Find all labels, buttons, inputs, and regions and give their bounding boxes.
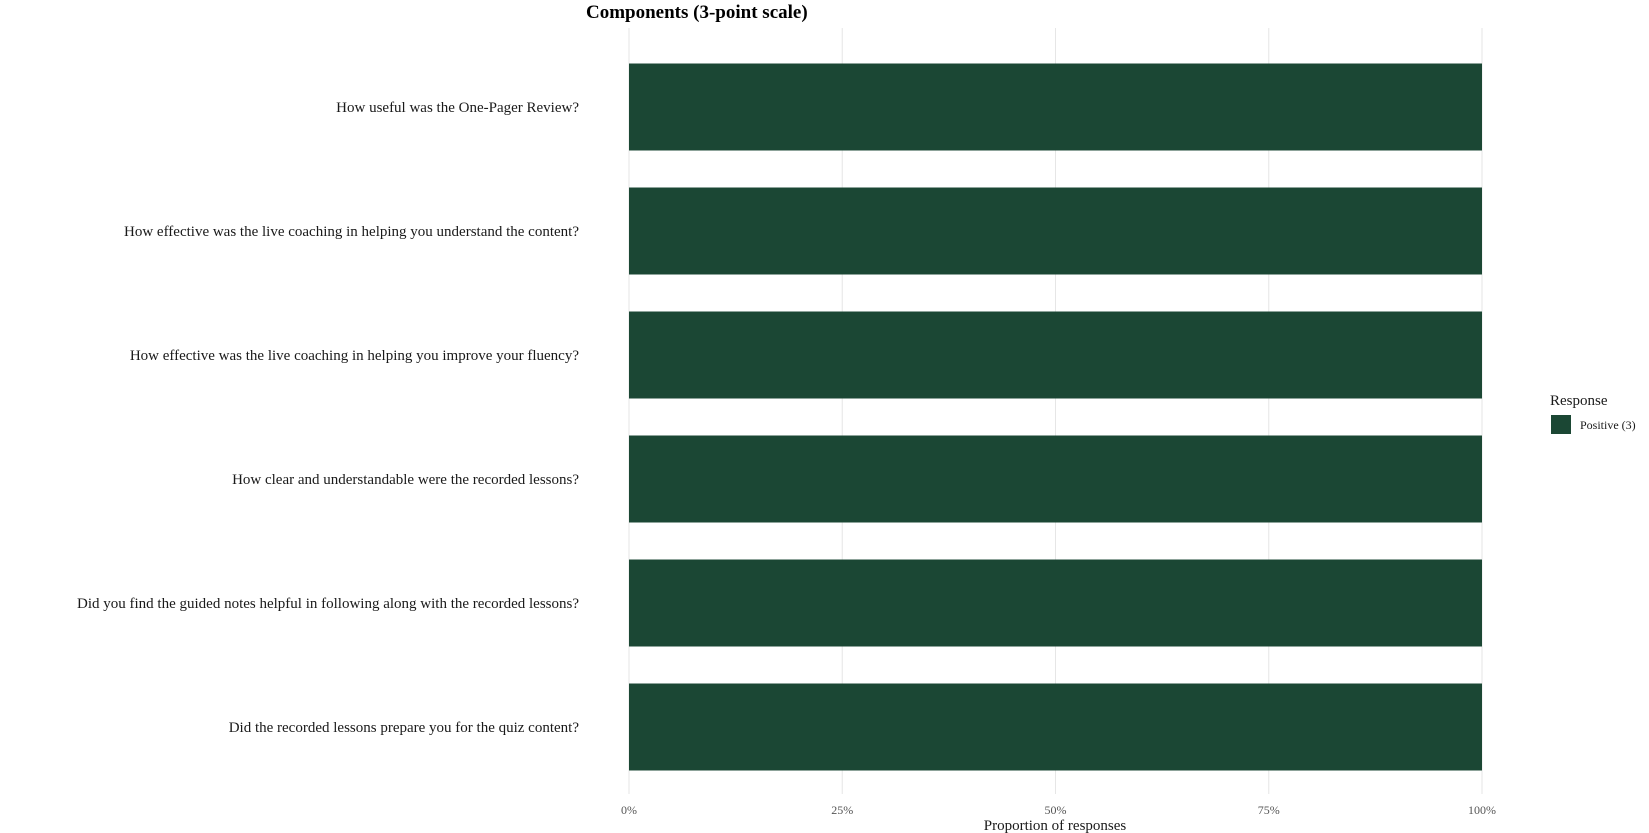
x-axis-ticks: 0% 25% 50% 75% 100% bbox=[621, 803, 1496, 817]
x-tick-label: 25% bbox=[831, 803, 853, 817]
bars bbox=[629, 63, 1482, 771]
category-labels: How useful was the One-Pager Review? How … bbox=[77, 100, 579, 736]
bar bbox=[629, 559, 1482, 647]
legend-items: Positive (3) bbox=[1551, 415, 1636, 434]
category-label: How clear and understandable were the re… bbox=[232, 472, 579, 488]
category-label: Did you find the guided notes helpful in… bbox=[77, 596, 579, 612]
legend-swatch bbox=[1551, 415, 1571, 434]
bar bbox=[629, 187, 1482, 275]
bar bbox=[629, 63, 1482, 151]
category-label: Did the recorded lessons prepare you for… bbox=[229, 720, 580, 736]
bar bbox=[629, 683, 1482, 771]
x-tick-label: 75% bbox=[1258, 803, 1280, 817]
x-tick-label: 50% bbox=[1045, 803, 1067, 817]
legend-title: Response bbox=[1550, 393, 1608, 409]
legend-label: Positive (3) bbox=[1580, 418, 1636, 432]
chart-title: Components (3-point scale) bbox=[586, 2, 808, 23]
legend: Response Positive (3) bbox=[1550, 393, 1636, 434]
x-axis-title: Proportion of responses bbox=[984, 818, 1127, 833]
category-label: How effective was the live coaching in h… bbox=[130, 348, 580, 364]
bar bbox=[629, 311, 1482, 399]
gridlines bbox=[628, 28, 1483, 794]
category-label: How effective was the live coaching in h… bbox=[124, 224, 579, 240]
x-tick-label: 0% bbox=[621, 803, 637, 817]
x-tick-label: 100% bbox=[1468, 803, 1496, 817]
bar bbox=[629, 435, 1482, 523]
category-label: How useful was the One-Pager Review? bbox=[336, 100, 579, 116]
